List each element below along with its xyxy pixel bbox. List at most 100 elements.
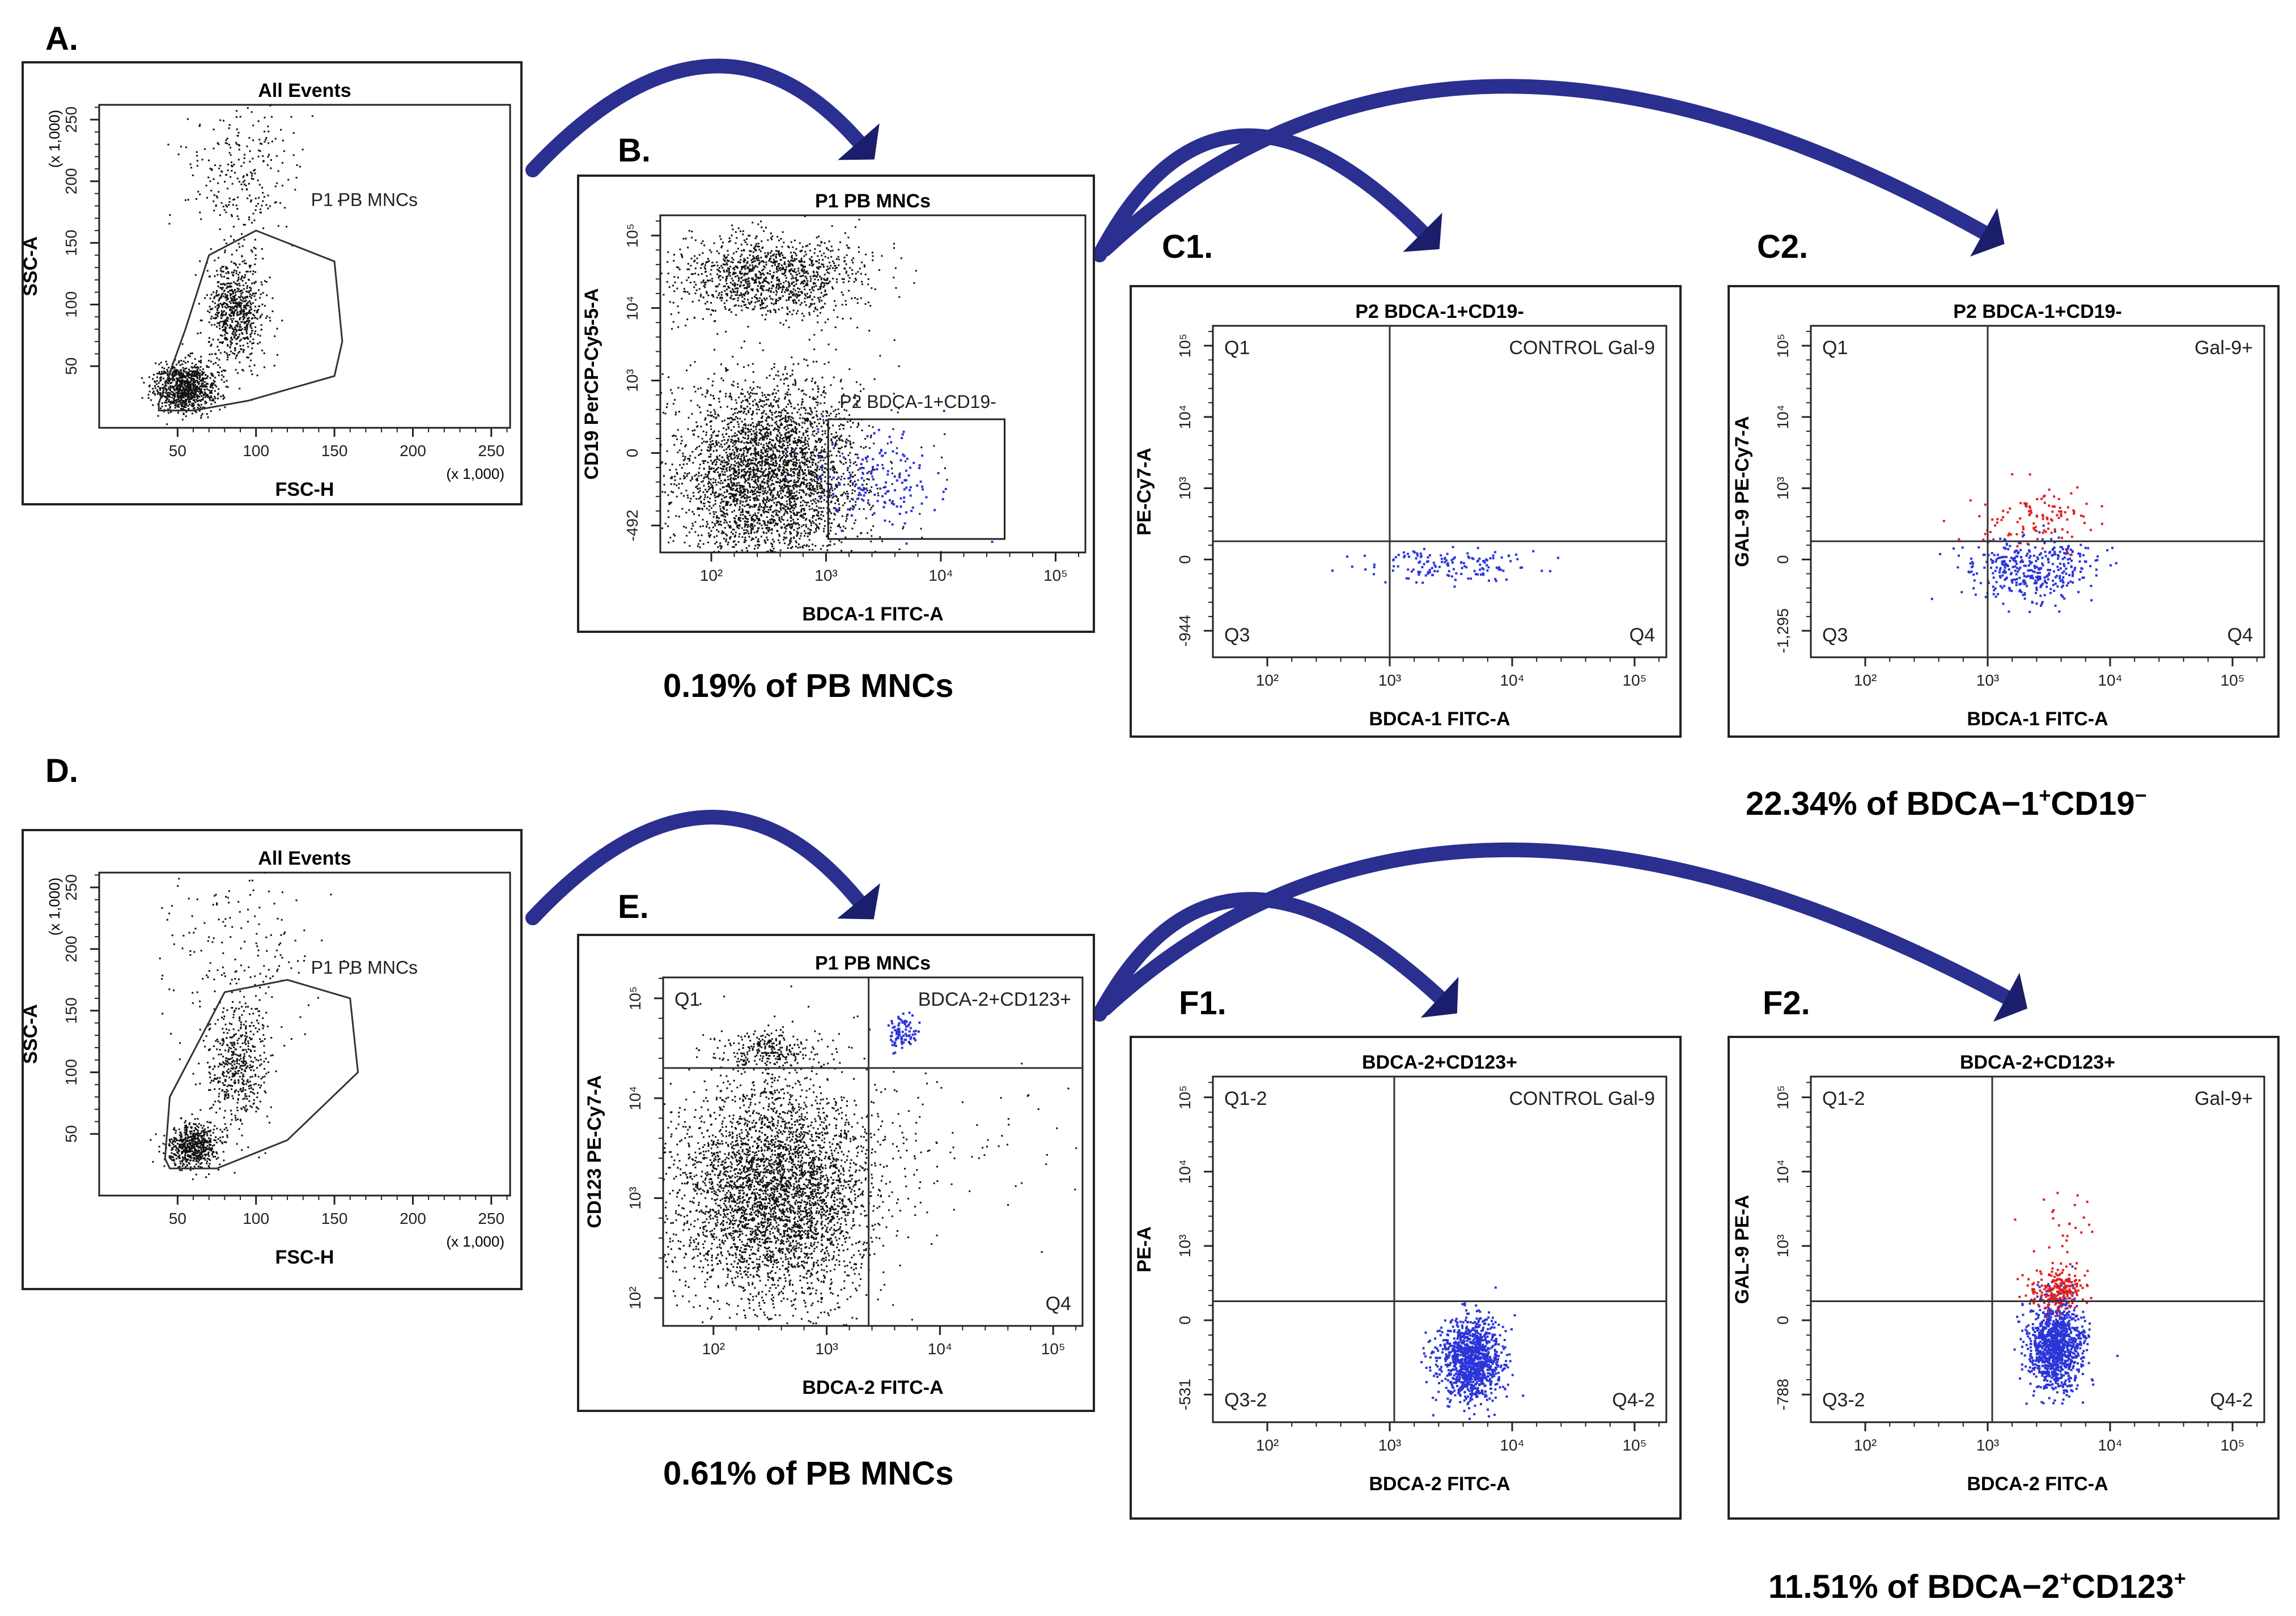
event-dot xyxy=(810,470,812,472)
event-dot xyxy=(164,401,166,403)
event-dot xyxy=(175,369,177,371)
event-dot xyxy=(739,418,741,420)
event-dot xyxy=(177,398,180,400)
event-dot xyxy=(720,493,722,495)
arrow-A-to-B xyxy=(525,58,880,177)
event-dot xyxy=(752,426,754,428)
event-dot xyxy=(718,475,720,477)
event-dot xyxy=(242,351,244,353)
event-dot xyxy=(752,491,754,493)
event-dot xyxy=(720,510,722,512)
event-dot xyxy=(764,487,766,490)
event-dot xyxy=(796,442,798,444)
event-dot xyxy=(816,480,818,483)
event-dot xyxy=(763,539,766,542)
event-dot xyxy=(767,484,770,487)
event-dot xyxy=(748,410,750,412)
event-dot xyxy=(257,120,260,122)
event-dot xyxy=(664,462,667,465)
event-dot xyxy=(835,443,838,445)
event-dot xyxy=(740,448,742,450)
event-dot xyxy=(776,462,778,465)
event-dot xyxy=(186,386,189,389)
event-dot xyxy=(766,399,768,401)
event-dot xyxy=(742,475,745,478)
event-dot xyxy=(803,477,805,479)
event-dot xyxy=(790,541,792,543)
event-dot xyxy=(185,367,188,369)
event-dot xyxy=(729,421,732,423)
event-dot xyxy=(770,491,773,494)
event-dot xyxy=(275,155,278,157)
event-dot xyxy=(246,336,248,338)
event-dot xyxy=(761,435,763,437)
event-dot xyxy=(765,456,767,458)
event-dot xyxy=(241,291,244,294)
y-tick-label: 200 xyxy=(62,168,80,195)
event-dot xyxy=(782,463,784,465)
event-dot xyxy=(243,239,245,241)
event-dot xyxy=(241,255,243,257)
event-dot xyxy=(693,434,695,436)
event-dot xyxy=(746,521,748,523)
event-dot xyxy=(217,364,219,366)
event-dot xyxy=(226,287,228,290)
event-dot xyxy=(758,495,761,497)
event-dot xyxy=(709,420,711,423)
event-dot xyxy=(213,210,215,212)
event-dot xyxy=(729,453,731,455)
event-dot xyxy=(781,409,783,411)
event-dot xyxy=(843,502,846,504)
event-dot xyxy=(661,527,664,529)
event-dot xyxy=(676,495,678,497)
event-dot xyxy=(723,506,725,508)
event-dot xyxy=(727,446,729,449)
event-dot xyxy=(691,450,694,453)
event-dot xyxy=(786,450,788,453)
event-dot xyxy=(825,392,827,394)
event-dot xyxy=(739,517,741,519)
event-dot xyxy=(809,533,811,535)
event-dot xyxy=(872,525,875,528)
event-dot xyxy=(269,104,271,107)
event-dot xyxy=(730,429,732,431)
event-dot xyxy=(820,452,822,454)
event-dot xyxy=(179,377,181,379)
event-dot xyxy=(820,480,822,483)
event-dot xyxy=(791,447,793,449)
event-dot xyxy=(810,529,812,531)
event-dot xyxy=(807,430,809,432)
event-dot xyxy=(248,317,250,319)
event-dot xyxy=(228,201,231,203)
event-dot xyxy=(831,522,833,524)
event-dot xyxy=(783,471,785,474)
event-dot xyxy=(154,393,156,395)
event-dot xyxy=(750,454,752,456)
event-dot xyxy=(664,412,667,415)
event-dot xyxy=(799,414,801,416)
event-dot xyxy=(728,483,730,486)
event-dot xyxy=(745,413,748,415)
event-dot xyxy=(251,250,253,253)
event-dot xyxy=(185,404,188,406)
event-dot xyxy=(801,417,804,419)
event-dot xyxy=(798,436,800,438)
event-dot xyxy=(188,388,190,390)
event-dot xyxy=(192,384,194,386)
event-dot xyxy=(743,458,745,460)
event-dot xyxy=(737,363,739,365)
event-dot xyxy=(711,521,714,524)
event-dot xyxy=(810,425,812,427)
event-dot xyxy=(822,514,825,517)
event-dot xyxy=(207,366,210,368)
event-dot xyxy=(717,414,719,416)
event-dot xyxy=(200,390,202,393)
event-dot xyxy=(221,283,223,286)
event-dot xyxy=(214,401,216,403)
event-dot xyxy=(823,490,825,492)
event-dot xyxy=(751,476,753,478)
event-dot xyxy=(820,394,822,396)
event-dot xyxy=(838,525,840,528)
event-dot xyxy=(172,376,174,378)
event-dot xyxy=(249,335,252,338)
